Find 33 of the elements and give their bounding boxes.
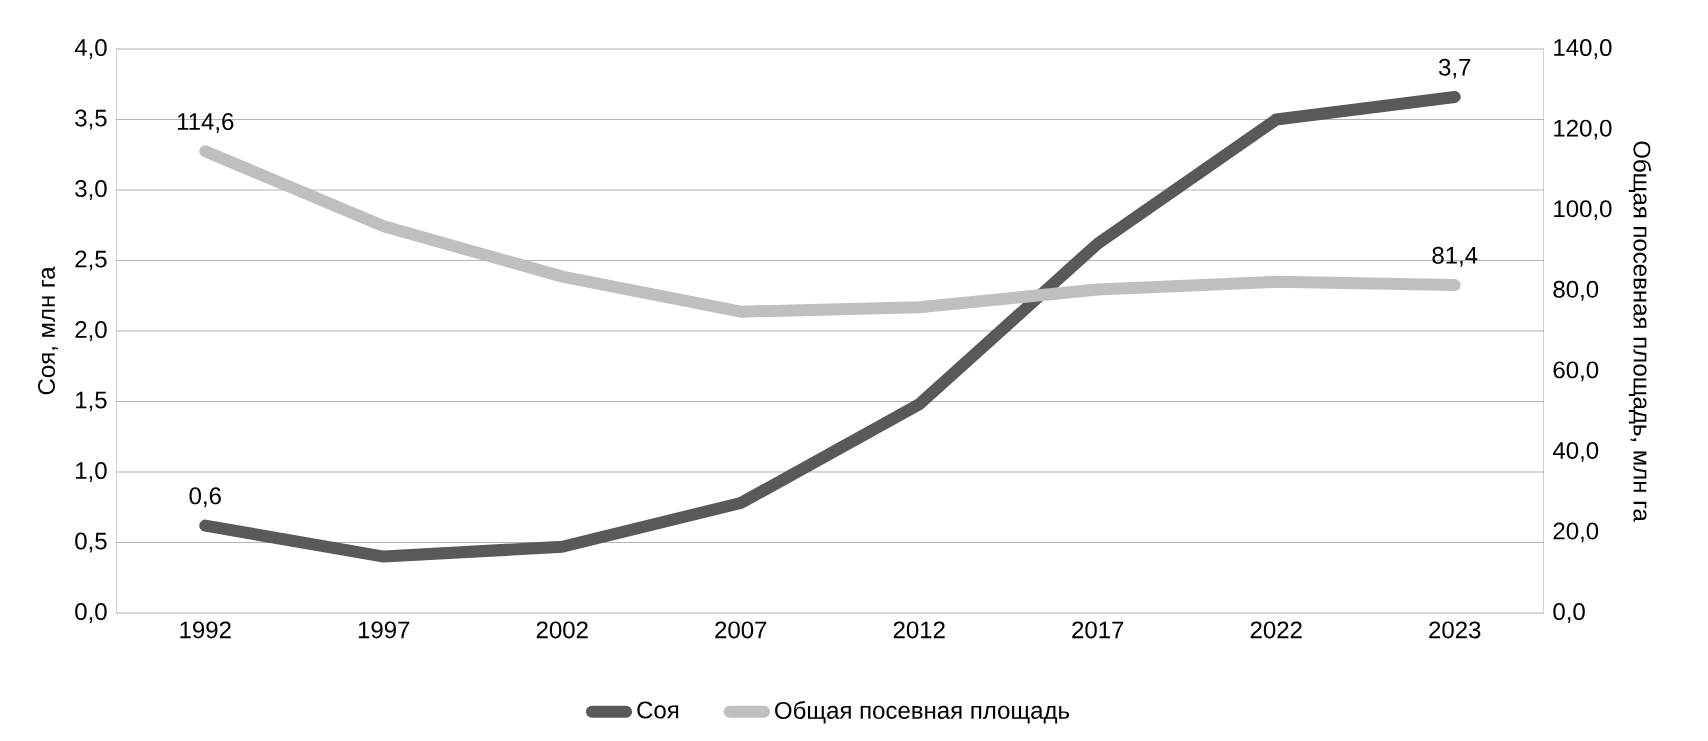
- legend-label: Соя: [637, 701, 679, 719]
- y2-tick-label: 100,0: [1554, 200, 1612, 221]
- y2-tick-label: 60,0: [1553, 361, 1599, 382]
- x-tick-label: 2023: [1429, 621, 1481, 639]
- x-tick-label: 1992: [180, 621, 231, 639]
- y-tick-label: 4,0: [74, 39, 107, 59]
- data-label: 3,7: [1438, 58, 1471, 79]
- x-tick-label: 2022: [1250, 621, 1302, 639]
- y-tick-label: 3,0: [75, 180, 107, 200]
- y-tick-label: 3,5: [75, 109, 107, 130]
- y2-axis-title: Общая посевная площадь, млн га: [1628, 141, 1652, 522]
- y2-tick-label: 140,0: [1554, 39, 1612, 59]
- x-tick-label: 2017: [1072, 621, 1124, 639]
- y-axis-title: Соя, млн га: [38, 266, 58, 395]
- x-tick-label: 2012: [893, 621, 945, 639]
- data-label: 114,6: [177, 113, 234, 133]
- y-tick-label: 0,5: [75, 532, 107, 553]
- y2-tick-label: 120,0: [1554, 119, 1612, 140]
- y-tick-label: 2,0: [75, 321, 107, 341]
- y-tick-label: 1,5: [76, 391, 107, 412]
- data-label: 0,6: [189, 487, 221, 508]
- x-tick-label: 1997: [358, 621, 410, 639]
- y-tick-label: 1,0: [76, 462, 107, 482]
- y-tick-label: 2,5: [75, 250, 107, 271]
- legend-label: Общая посевная площадь: [775, 701, 1070, 724]
- y2-tick-label: 80,0: [1553, 280, 1599, 301]
- y-tick-label: 0,0: [75, 603, 107, 623]
- y2-tick-label: 0,0: [1553, 603, 1585, 623]
- x-tick-label: 2002: [536, 621, 588, 639]
- data-label: 81,4: [1432, 246, 1478, 267]
- x-tick-label: 2007: [715, 621, 767, 639]
- y2-tick-label: 20,0: [1553, 522, 1599, 543]
- y2-tick-label: 40,0: [1552, 441, 1599, 462]
